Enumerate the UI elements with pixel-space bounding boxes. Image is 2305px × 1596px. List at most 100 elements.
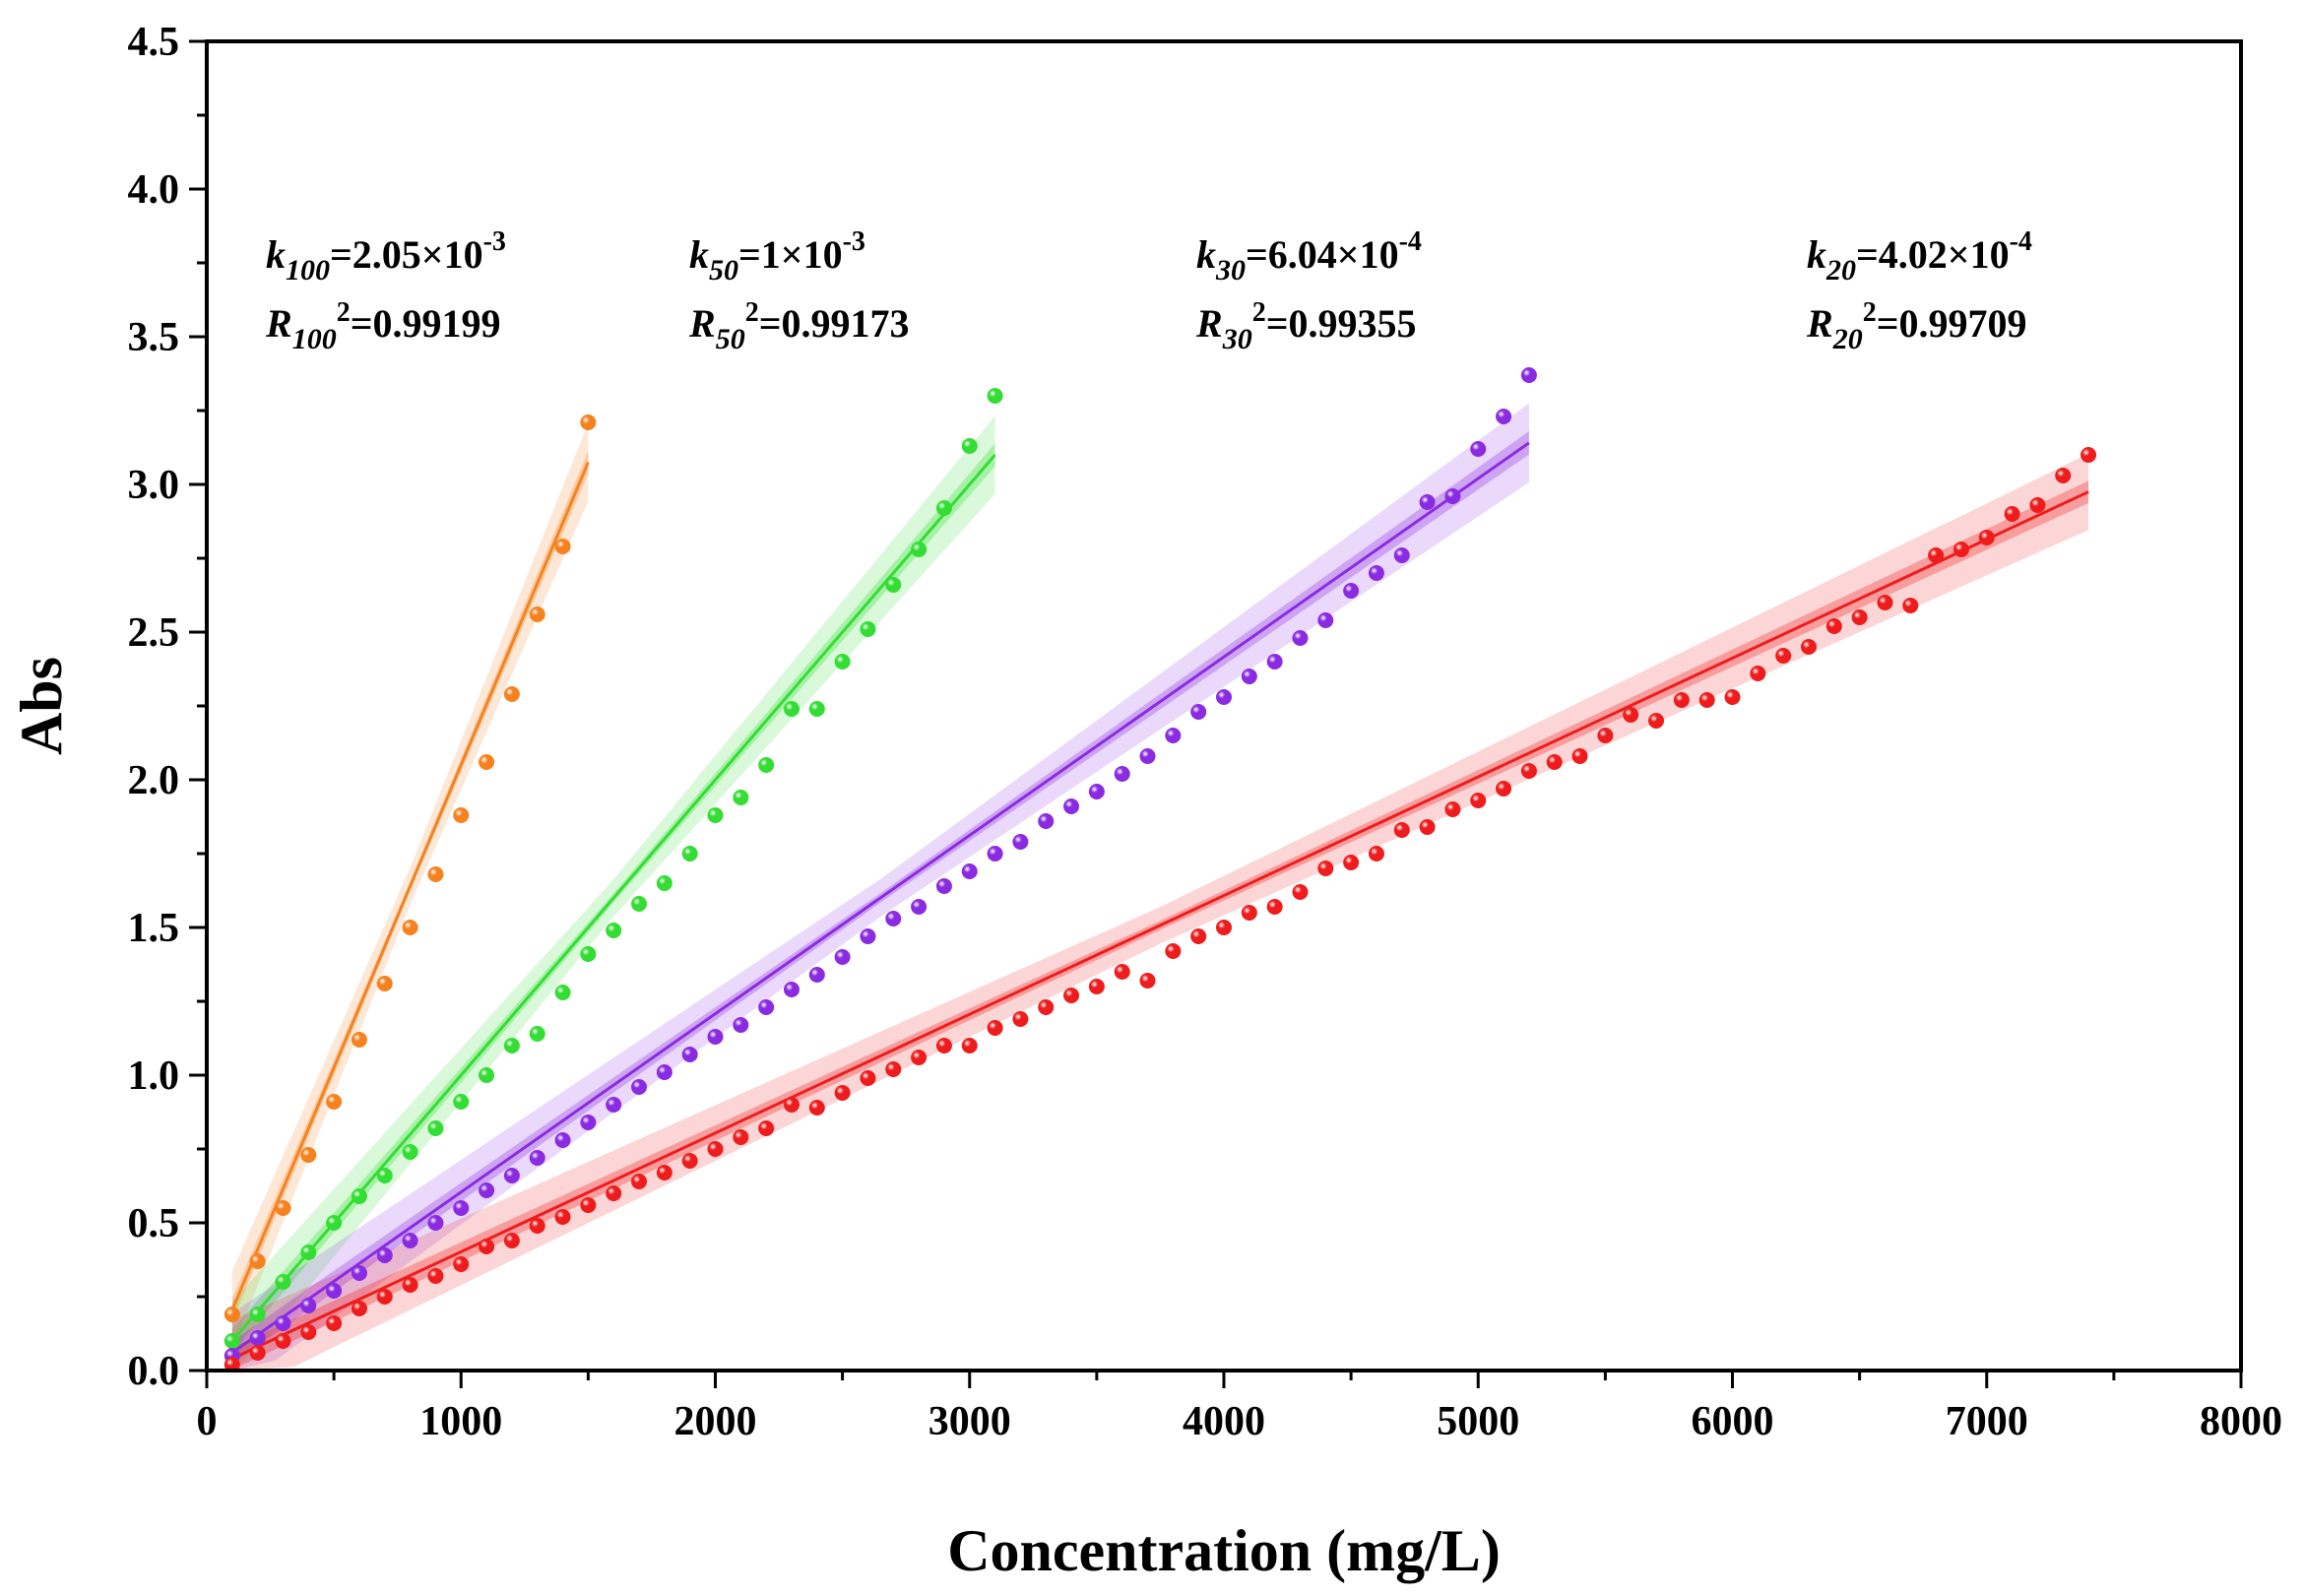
data-point <box>326 1315 343 1331</box>
data-point <box>427 866 444 882</box>
data-point <box>808 1100 825 1116</box>
data-point <box>808 701 825 717</box>
data-point <box>1470 441 1487 457</box>
data-point <box>300 1324 317 1340</box>
data-point <box>758 999 775 1015</box>
data-point <box>427 1120 444 1136</box>
prediction-band <box>231 415 995 1372</box>
data-point <box>911 1050 928 1065</box>
data-point <box>733 790 749 805</box>
fit-annotations: k100=2.05×10-3 R1002=0.99199 k50=1×10-3 R50… <box>265 226 2032 355</box>
data-point <box>1775 648 1792 664</box>
r2-annotation: R202=0.99709 <box>1806 297 2026 355</box>
data-point <box>376 976 393 991</box>
data-point <box>351 1188 367 1204</box>
data-point <box>479 1239 495 1254</box>
data-point <box>631 1079 648 1095</box>
data-point <box>249 1253 266 1269</box>
data-point <box>453 1094 470 1110</box>
data-point <box>1368 565 1384 581</box>
x-tick-label: 0 <box>197 1399 218 1444</box>
data-point <box>1012 834 1029 850</box>
data-point <box>707 807 724 823</box>
x-tick-label: 2000 <box>674 1399 757 1444</box>
data-point <box>1928 547 1945 563</box>
data-point <box>961 1038 978 1053</box>
data-point <box>503 1038 520 1053</box>
x-tick-label: 4000 <box>1183 1399 1265 1444</box>
data-point <box>885 911 902 926</box>
slope-annotation: k100=2.05×10-3 <box>266 226 506 287</box>
y-axis-title: Abs <box>9 657 74 755</box>
data-point <box>1292 630 1309 646</box>
y-tick-label: 2.5 <box>128 610 180 656</box>
data-point <box>1496 781 1512 797</box>
data-point <box>479 1182 495 1198</box>
data-point <box>606 923 622 938</box>
data-point <box>834 654 851 670</box>
slope-annotation: k30=6.04×10-4 <box>1196 226 1422 287</box>
data-point <box>1393 822 1410 838</box>
data-point <box>1088 979 1105 994</box>
data-point <box>529 1026 545 1042</box>
data-point <box>554 1132 571 1148</box>
data-point <box>554 539 571 554</box>
data-point <box>453 1200 470 1216</box>
data-point <box>275 1333 291 1349</box>
data-point <box>224 1333 240 1349</box>
data-point <box>554 985 571 1000</box>
data-point <box>834 949 851 965</box>
confidence-bands <box>231 403 2089 1372</box>
x-tick-label: 6000 <box>1692 1399 1774 1444</box>
x-tick-label: 7000 <box>1946 1399 2028 1444</box>
data-point <box>1623 707 1639 723</box>
data-point <box>656 1064 672 1080</box>
data-point <box>1139 748 1156 764</box>
data-point <box>554 1209 571 1225</box>
data-point <box>1012 1011 1029 1027</box>
data-point <box>402 1233 418 1248</box>
y-tick-label: 0.5 <box>128 1201 180 1246</box>
x-axis-title: Concentration (mg/L) <box>947 1518 1501 1583</box>
data-point <box>1470 793 1487 808</box>
data-point <box>631 1174 648 1189</box>
data-point <box>580 946 597 962</box>
data-point <box>1317 612 1334 628</box>
data-point <box>1114 766 1130 782</box>
data-point <box>1343 855 1360 870</box>
data-point <box>707 1029 724 1045</box>
x-tick-label: 5000 <box>1437 1399 1519 1444</box>
data-point <box>656 1165 672 1181</box>
data-point <box>961 438 978 454</box>
data-point <box>1724 689 1741 705</box>
data-point <box>580 415 597 430</box>
y-tick-label: 3.0 <box>128 463 180 508</box>
data-point <box>885 577 902 593</box>
y-tick-label: 1.0 <box>128 1053 180 1099</box>
fit-line <box>231 490 2089 1361</box>
data-point <box>376 1289 393 1305</box>
data-point <box>1750 666 1766 681</box>
data-point <box>529 1218 545 1234</box>
data-point <box>606 1185 622 1201</box>
data-point <box>453 1256 470 1272</box>
data-point <box>606 1097 622 1113</box>
data-point <box>2004 506 2020 522</box>
data-point <box>529 1150 545 1166</box>
data-point <box>249 1330 266 1346</box>
data-point <box>326 1283 343 1299</box>
data-point <box>351 1265 367 1281</box>
data-point <box>911 899 928 915</box>
data-point <box>935 500 952 516</box>
x-tick-label: 8000 <box>2200 1399 2282 1444</box>
data-point <box>681 1153 698 1169</box>
data-point <box>681 1047 698 1062</box>
data-point <box>1368 846 1384 862</box>
data-point <box>707 1141 724 1157</box>
data-point <box>503 1168 520 1183</box>
data-point <box>479 754 495 770</box>
axis-tick-labels: 0 1000 2000 3000 4000 5000 6000 7000 8000 0.0 0.5 1… <box>128 20 2283 1444</box>
data-point <box>580 1197 597 1213</box>
data-point <box>249 1307 266 1322</box>
